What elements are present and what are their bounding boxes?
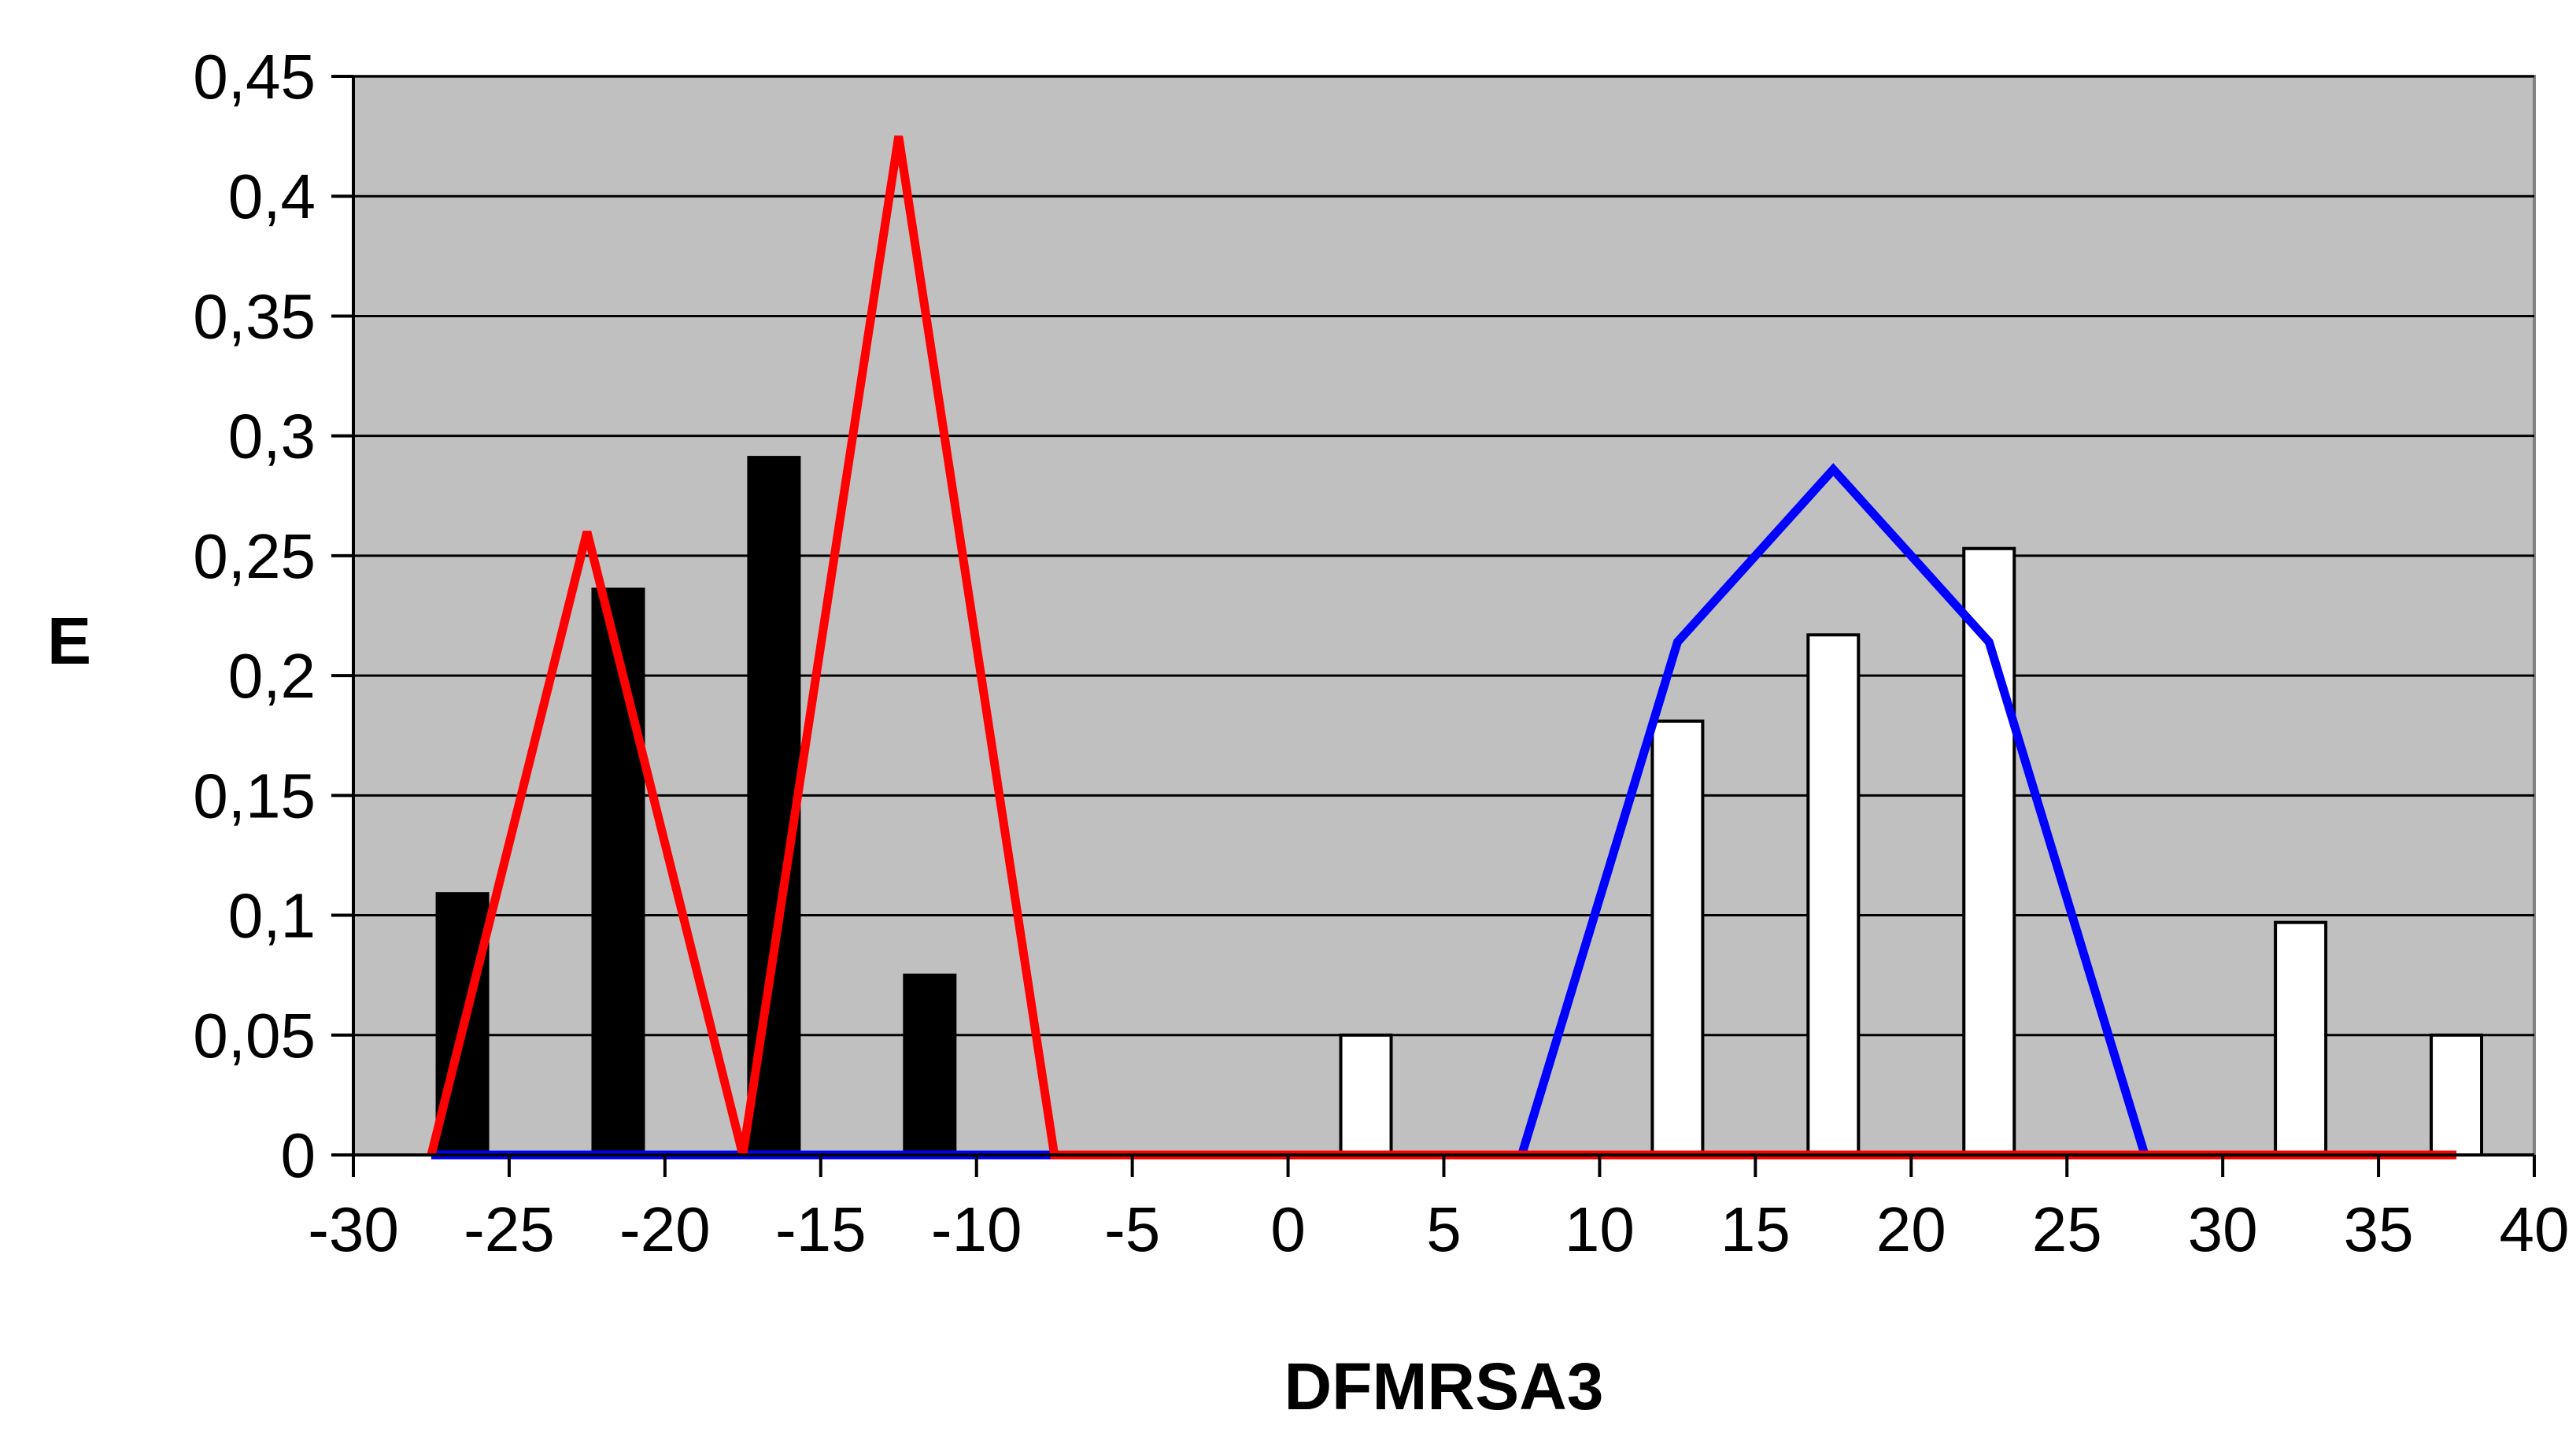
x-tick-label-1: -25	[464, 1194, 555, 1264]
x-tick-label-13: 35	[2344, 1194, 2414, 1264]
bar-s0-3	[903, 973, 957, 1157]
y-tick-label-1: 0,05	[193, 1001, 316, 1071]
y-tick-label-3: 0,15	[193, 761, 316, 831]
x-tick-labels: -30 -25 -20 -15 -10 -5 0 5 10 15 20 25 30 35 40	[308, 1194, 2569, 1264]
x-tick-label-6: 0	[1270, 1194, 1306, 1264]
y-tick-label-7: 0,35	[193, 281, 316, 351]
x-tick-label-4: -10	[931, 1194, 1022, 1264]
plot-area	[352, 75, 2536, 1157]
x-tick-label-12: 30	[2188, 1194, 2258, 1264]
y-tick-label-6: 0,3	[228, 402, 316, 472]
x-tick-label-3: -15	[775, 1194, 867, 1264]
x-tick-label-5: -5	[1104, 1194, 1160, 1264]
y-tick-label-5: 0,25	[193, 521, 316, 591]
x-tick-label-11: 25	[2032, 1194, 2102, 1264]
y-axis-title: E	[47, 604, 91, 678]
axes	[331, 75, 2536, 1177]
bar-s1-5	[2430, 1033, 2484, 1157]
x-tick-label-14: 40	[2500, 1194, 2570, 1264]
x-tick-label-7: 5	[1426, 1194, 1462, 1264]
x-axis-title: DFMRSA3	[1284, 1349, 1603, 1423]
x-tick-label-9: 15	[1720, 1194, 1791, 1264]
y-tick-label-4: 0,2	[228, 641, 316, 711]
x-tick-label-8: 10	[1565, 1194, 1635, 1264]
bar-s1-4	[2274, 920, 2328, 1157]
x-tick-label-10: 20	[1876, 1194, 1946, 1264]
grid-lines	[353, 75, 2534, 1037]
x-tick-label-2: -20	[619, 1194, 711, 1264]
y-tick-label-0: 0	[281, 1120, 316, 1190]
y-tick-label-9: 0,45	[193, 42, 316, 112]
y-tick-label-2: 0,1	[228, 881, 316, 951]
y-tick-label-8: 0,4	[228, 161, 316, 231]
bar-s1-0	[1339, 1033, 1393, 1157]
bar-s1-1	[1650, 719, 1705, 1157]
y-tick-labels: 0 0,05 0,1 0,15 0,2 0,25 0,3 0,35 0,4 0,45	[193, 42, 316, 1190]
x-tick-label-0: -30	[308, 1194, 399, 1264]
bar-s1-2	[1806, 633, 1861, 1157]
bars	[435, 456, 2484, 1157]
